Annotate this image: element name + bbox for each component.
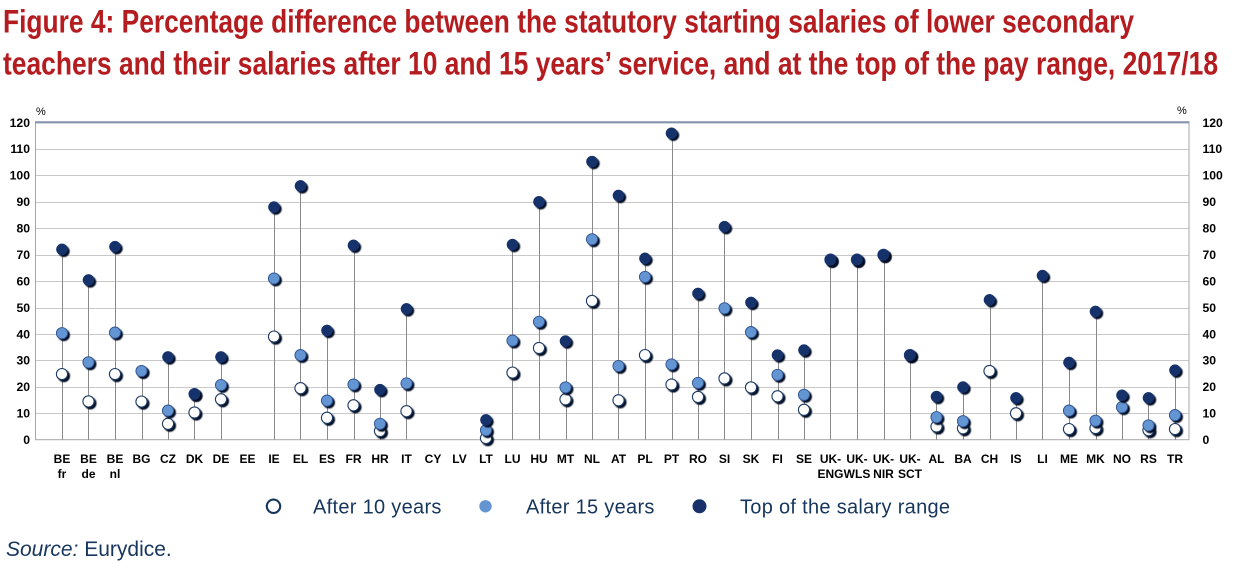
- svg-text:HU: HU: [530, 452, 547, 466]
- svg-text:UK-: UK-: [846, 452, 867, 466]
- svg-text:IS: IS: [1010, 452, 1021, 466]
- svg-text:FI: FI: [772, 452, 783, 466]
- svg-text:90: 90: [1203, 195, 1217, 209]
- svg-text:50: 50: [1203, 301, 1217, 315]
- svg-text:NL: NL: [584, 452, 600, 466]
- svg-text:0: 0: [23, 433, 30, 447]
- svg-text:EL: EL: [293, 452, 308, 466]
- svg-text:HR: HR: [371, 452, 389, 466]
- svg-text:SE: SE: [796, 452, 812, 466]
- svg-text:After 15 years: After 15 years: [526, 497, 655, 519]
- svg-text:BG: BG: [133, 452, 151, 466]
- svg-text:10: 10: [1203, 407, 1217, 421]
- svg-text:40: 40: [16, 327, 30, 341]
- svg-text:120: 120: [10, 116, 31, 130]
- svg-text:120: 120: [1203, 116, 1224, 130]
- svg-text:SI: SI: [719, 452, 730, 466]
- svg-text:fr: fr: [58, 467, 67, 481]
- svg-text:UK-: UK-: [873, 452, 894, 466]
- svg-text:BA: BA: [954, 452, 972, 466]
- svg-text:CZ: CZ: [160, 452, 176, 466]
- svg-text:%: %: [36, 106, 46, 118]
- svg-text:30: 30: [16, 354, 30, 368]
- svg-text:Figure 4: Percentage differenc: Figure 4: Percentage difference between …: [3, 4, 1134, 40]
- svg-text:110: 110: [1203, 142, 1223, 156]
- svg-text:CH: CH: [981, 452, 998, 466]
- svg-text:DK: DK: [186, 452, 204, 466]
- svg-text:70: 70: [16, 248, 30, 262]
- svg-text:NO: NO: [1113, 452, 1131, 466]
- svg-text:BE: BE: [54, 452, 71, 466]
- svg-text:UK-: UK-: [820, 452, 841, 466]
- svg-text:UK-: UK-: [899, 452, 920, 466]
- svg-text:SCT: SCT: [898, 467, 923, 481]
- svg-text:AT: AT: [611, 452, 627, 466]
- svg-text:Source: Eurydice.: Source: Eurydice.: [6, 538, 172, 561]
- svg-text:MT: MT: [557, 452, 575, 466]
- svg-text:90: 90: [16, 195, 30, 209]
- svg-text:IE: IE: [268, 452, 279, 466]
- svg-text:LU: LU: [505, 452, 521, 466]
- svg-text:30: 30: [1203, 354, 1217, 368]
- svg-text:IT: IT: [401, 452, 412, 466]
- svg-text:0: 0: [1203, 433, 1210, 447]
- svg-text:PT: PT: [664, 452, 680, 466]
- svg-text:ES: ES: [319, 452, 335, 466]
- svg-text:EE: EE: [239, 452, 255, 466]
- svg-text:PL: PL: [637, 452, 652, 466]
- svg-text:80: 80: [16, 222, 30, 236]
- svg-text:110: 110: [10, 142, 30, 156]
- svg-text:10: 10: [16, 407, 30, 421]
- svg-text:DE: DE: [213, 452, 230, 466]
- svg-text:ENG: ENG: [817, 467, 843, 481]
- svg-text:BE: BE: [80, 452, 97, 466]
- svg-text:CY: CY: [425, 452, 442, 466]
- svg-text:SK: SK: [743, 452, 760, 466]
- svg-text:40: 40: [1203, 327, 1217, 341]
- svg-text:LT: LT: [479, 452, 493, 466]
- svg-text:FR: FR: [346, 452, 362, 466]
- svg-text:TR: TR: [1167, 452, 1183, 466]
- svg-text:20: 20: [1203, 380, 1217, 394]
- svg-text:WLS: WLS: [844, 467, 871, 481]
- svg-text:RS: RS: [1140, 452, 1157, 466]
- svg-text:60: 60: [16, 274, 30, 288]
- svg-text:LI: LI: [1037, 452, 1048, 466]
- svg-text:AL: AL: [929, 452, 945, 466]
- svg-text:NIR: NIR: [873, 467, 894, 481]
- svg-text:teachers and their salaries af: teachers and their salaries after 10 and…: [3, 46, 1218, 82]
- svg-text:ME: ME: [1060, 452, 1078, 466]
- svg-text:50: 50: [16, 301, 30, 315]
- svg-text:%: %: [1177, 105, 1187, 117]
- svg-text:Top of the salary range: Top of the salary range: [740, 497, 950, 519]
- svg-text:70: 70: [1203, 248, 1217, 262]
- svg-text:LV: LV: [452, 452, 466, 466]
- svg-text:100: 100: [10, 169, 31, 183]
- svg-text:After 10 years: After 10 years: [313, 497, 442, 519]
- svg-text:80: 80: [1203, 222, 1217, 236]
- svg-text:RO: RO: [689, 452, 707, 466]
- svg-text:de: de: [81, 467, 95, 481]
- svg-text:MK: MK: [1086, 452, 1105, 466]
- svg-text:nl: nl: [110, 467, 121, 481]
- svg-text:20: 20: [16, 380, 30, 394]
- svg-text:BE: BE: [107, 452, 124, 466]
- svg-text:60: 60: [1203, 274, 1217, 288]
- svg-text:100: 100: [1203, 169, 1224, 183]
